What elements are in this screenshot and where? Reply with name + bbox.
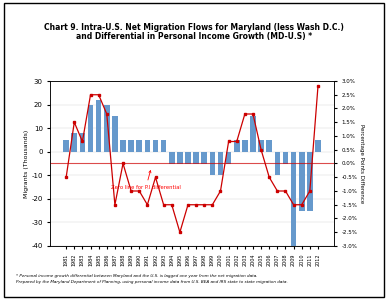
P.I. Growth Differential (Maryland - U.S.) (161, 203, 166, 206)
Bar (185, 152, 191, 164)
Bar (137, 140, 142, 152)
P.I. Growth Differential (Maryland - U.S.) (72, 120, 76, 124)
P.I. Growth Differential (Maryland - U.S.) (300, 203, 304, 206)
Bar (80, 133, 85, 152)
P.I. Growth Differential (Maryland - U.S.) (251, 112, 255, 116)
P.I. Growth Differential (Maryland - U.S.) (194, 203, 198, 206)
Text: Prepared by the Maryland Department of Planning, using personal income data from: Prepared by the Maryland Department of P… (16, 280, 287, 284)
Bar (112, 116, 118, 152)
Bar (201, 152, 207, 164)
P.I. Growth Differential (Maryland - U.S.) (308, 189, 312, 193)
Bar (161, 140, 166, 152)
P.I. Growth Differential (Maryland - U.S.) (113, 203, 117, 206)
Bar (145, 140, 150, 152)
P.I. Growth Differential (Maryland - U.S.) (210, 203, 215, 206)
P.I. Growth Differential (Maryland - U.S.) (145, 203, 150, 206)
Bar (242, 140, 248, 152)
Y-axis label: Migrants (Thousands): Migrants (Thousands) (24, 129, 29, 198)
P.I. Growth Differential (Maryland - U.S.) (283, 189, 288, 193)
Bar (282, 152, 288, 164)
P.I. Growth Differential (Maryland - U.S.) (234, 140, 239, 143)
Bar (250, 116, 256, 152)
Bar (267, 140, 272, 152)
Text: and Differential in Personal Income Growth (MD-U.S) *: and Differential in Personal Income Grow… (76, 32, 312, 40)
Bar (128, 140, 134, 152)
Bar (169, 152, 175, 164)
P.I. Growth Differential (Maryland - U.S.) (186, 203, 191, 206)
Bar (88, 105, 94, 152)
Bar (258, 140, 264, 152)
Bar (299, 152, 305, 211)
P.I. Growth Differential (Maryland - U.S.) (267, 176, 272, 179)
P.I. Growth Differential (Maryland - U.S.) (178, 230, 182, 234)
P.I. Growth Differential (Maryland - U.S.) (170, 203, 174, 206)
Bar (315, 140, 321, 152)
Text: Chart 9. Intra-U.S. Net Migration Flows for Maryland (less Wash D.C.): Chart 9. Intra-U.S. Net Migration Flows … (44, 22, 344, 32)
P.I. Growth Differential (Maryland - U.S.) (315, 85, 320, 88)
P.I. Growth Differential (Maryland - U.S.) (275, 189, 280, 193)
Bar (307, 152, 313, 211)
Bar (96, 100, 102, 152)
P.I. Growth Differential (Maryland - U.S.) (153, 176, 158, 179)
Bar (63, 140, 69, 152)
P.I. Growth Differential (Maryland - U.S.) (121, 162, 125, 165)
Bar (177, 152, 183, 164)
Bar (71, 133, 77, 152)
P.I. Growth Differential (Maryland - U.S.) (291, 203, 296, 206)
Y-axis label: Percentage Points Difference: Percentage Points Difference (359, 124, 364, 203)
Bar (274, 152, 280, 175)
Text: * Personal income growth differential between Maryland and the U.S. is lagged on: * Personal income growth differential be… (16, 274, 257, 278)
P.I. Growth Differential (Maryland - U.S.) (64, 176, 69, 179)
Bar (226, 152, 232, 164)
P.I. Growth Differential (Maryland - U.S.) (218, 189, 223, 193)
P.I. Growth Differential (Maryland - U.S.) (242, 112, 247, 116)
Bar (152, 140, 158, 152)
P.I. Growth Differential (Maryland - U.S.) (137, 189, 142, 193)
P.I. Growth Differential (Maryland - U.S.) (96, 93, 101, 97)
Bar (193, 152, 199, 164)
Bar (104, 105, 110, 152)
Text: Zero line for P.I differential: Zero line for P.I differential (111, 171, 181, 190)
P.I. Growth Differential (Maryland - U.S.) (259, 148, 263, 152)
P.I. Growth Differential (Maryland - U.S.) (80, 140, 85, 143)
P.I. Growth Differential (Maryland - U.S.) (202, 203, 206, 206)
Bar (291, 152, 296, 246)
P.I. Growth Differential (Maryland - U.S.) (104, 112, 109, 116)
Bar (234, 140, 239, 152)
Bar (210, 152, 215, 175)
Bar (120, 140, 126, 152)
Line: P.I. Growth Differential (Maryland - U.S.): P.I. Growth Differential (Maryland - U.S… (65, 85, 319, 234)
P.I. Growth Differential (Maryland - U.S.) (88, 93, 93, 97)
Bar (218, 152, 223, 175)
P.I. Growth Differential (Maryland - U.S.) (226, 140, 231, 143)
P.I. Growth Differential (Maryland - U.S.) (129, 189, 133, 193)
